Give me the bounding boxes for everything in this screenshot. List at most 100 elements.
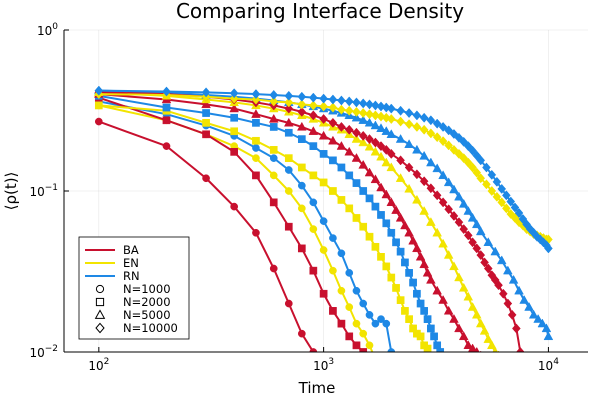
data-point (386, 114, 396, 124)
data-point (269, 264, 278, 273)
data-point (229, 103, 239, 113)
data-point (358, 159, 369, 169)
data-point (337, 319, 346, 328)
data-point (381, 157, 392, 167)
data-point (404, 119, 414, 130)
data-point (365, 109, 374, 120)
data-point (162, 142, 171, 150)
data-point (438, 238, 448, 248)
data-point (351, 112, 362, 122)
data-point (319, 217, 328, 225)
data-point (202, 130, 210, 139)
data-point (454, 191, 464, 201)
data-point (370, 174, 381, 184)
data-point (404, 139, 414, 148)
legend-marker-square-icon (95, 297, 105, 307)
data-point (395, 134, 406, 143)
data-point (309, 100, 318, 111)
data-point (496, 255, 507, 265)
data-point (396, 296, 405, 304)
series-rn-n-10000 (94, 85, 553, 254)
data-point (502, 190, 511, 201)
data-point (297, 163, 306, 172)
data-point (381, 126, 392, 135)
data-point (463, 230, 473, 241)
data-point (432, 163, 442, 173)
data-point (419, 112, 429, 123)
data-point (438, 197, 448, 208)
data-point (483, 237, 494, 246)
data-point (297, 135, 306, 143)
series-ba-n-1000 (94, 117, 318, 352)
data-point (364, 141, 375, 151)
data-point (382, 262, 391, 271)
data-point (386, 197, 397, 207)
data-point (358, 137, 369, 147)
data-point (487, 186, 497, 196)
x-tick-label: 104 (538, 357, 559, 373)
data-point (382, 319, 391, 328)
data-point (329, 156, 337, 165)
legend-marker-n-1000 (95, 284, 105, 294)
data-point (492, 191, 502, 202)
data-point (508, 274, 519, 284)
y-axis-label: ⟨ρ(t)⟩ (2, 172, 20, 211)
data-point (480, 257, 489, 268)
data-point (269, 146, 278, 154)
data-point (458, 282, 469, 292)
data-point (432, 227, 442, 237)
data-point (533, 314, 543, 323)
data-point (443, 305, 454, 315)
data-point (494, 280, 503, 291)
data-point (396, 247, 405, 256)
data-point (427, 324, 435, 333)
data-point (405, 315, 413, 323)
data-point (319, 178, 328, 187)
data-point (284, 90, 294, 101)
data-point (337, 196, 346, 204)
legend-label-n-5000: N=5000 (123, 308, 171, 322)
data-point (376, 141, 386, 152)
data-point (269, 198, 278, 207)
x-tick-label: 102 (88, 357, 109, 373)
data-point (376, 111, 386, 122)
data-point (230, 127, 239, 136)
data-point (201, 99, 211, 109)
data-point (283, 117, 294, 127)
data-point (297, 99, 307, 110)
data-point (252, 119, 260, 127)
data-point (524, 302, 534, 311)
data-point (454, 217, 464, 228)
data-point (443, 177, 454, 187)
data-point (345, 303, 354, 311)
data-point (345, 269, 354, 277)
data-point (319, 289, 328, 298)
data-point (426, 115, 436, 126)
data-point (544, 243, 553, 254)
data-point (94, 101, 103, 110)
data-point (337, 249, 346, 258)
data-point (463, 291, 474, 301)
data-point (433, 341, 442, 350)
data-point (365, 341, 374, 350)
data-point (490, 246, 501, 256)
data-point (497, 183, 507, 194)
data-point (401, 307, 409, 315)
series-line-en-n-5000 (98, 91, 497, 352)
data-point (377, 211, 385, 219)
data-point (449, 144, 459, 155)
data-point (328, 94, 338, 105)
series-rn-n-1000 (94, 97, 396, 352)
data-point (162, 116, 171, 125)
data-point (319, 93, 328, 104)
data-point (337, 163, 346, 172)
data-point (352, 286, 361, 295)
data-point (329, 307, 337, 315)
data-point (337, 121, 346, 132)
data-point (541, 323, 552, 333)
data-point (415, 251, 426, 261)
data-point (449, 184, 459, 194)
data-point (476, 173, 486, 184)
data-point (391, 205, 401, 214)
data-point (329, 266, 337, 275)
